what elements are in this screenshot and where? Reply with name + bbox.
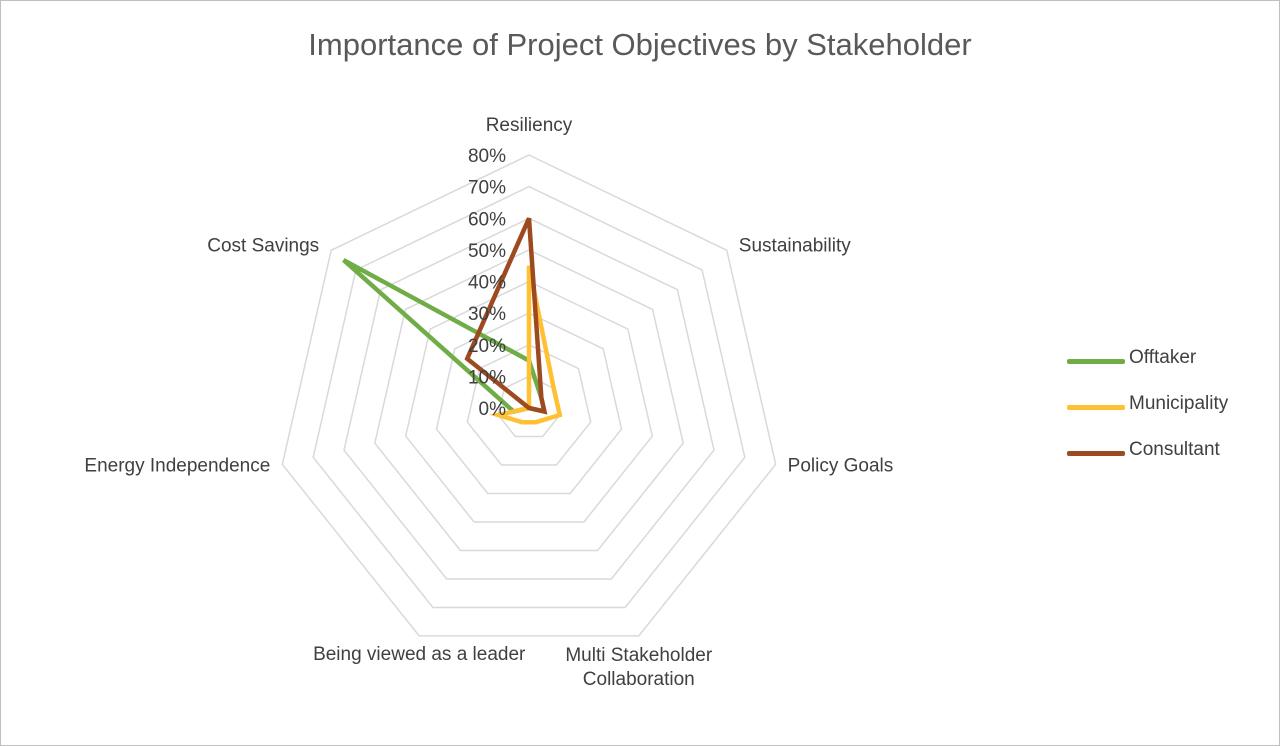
legend-label: Municipality bbox=[1129, 393, 1229, 414]
r-tick-label: 40% bbox=[468, 273, 506, 294]
r-tick-label: 30% bbox=[468, 304, 506, 325]
legend-swatch bbox=[1067, 405, 1125, 410]
category-label: Sustainability bbox=[739, 235, 851, 256]
category-label: Cost Savings bbox=[207, 235, 319, 256]
series-line-municipality bbox=[489, 265, 563, 425]
r-tick-label: 10% bbox=[468, 367, 506, 388]
r-tick-label: 80% bbox=[468, 146, 506, 167]
r-tick-label: 60% bbox=[468, 209, 506, 230]
r-tick-label: 70% bbox=[468, 178, 506, 199]
grid-ring bbox=[404, 280, 654, 523]
chart-title: Importance of Project Objectives by Stak… bbox=[308, 27, 972, 62]
category-label: Resiliency bbox=[486, 115, 573, 136]
legend-swatch bbox=[1067, 451, 1125, 456]
legend-label: Consultant bbox=[1129, 439, 1220, 460]
r-tick-label: 0% bbox=[479, 399, 507, 420]
grid-ring bbox=[373, 249, 685, 552]
category-label: Being viewed as a leader bbox=[313, 644, 526, 665]
r-tick-label: 50% bbox=[468, 241, 506, 262]
r-tick-label: 20% bbox=[468, 336, 506, 357]
grid-ring bbox=[312, 185, 746, 609]
series-line-consultant bbox=[464, 217, 548, 415]
category-label: Policy Goals bbox=[788, 455, 894, 476]
grid-ring bbox=[281, 154, 777, 637]
series-line-offtaker bbox=[342, 258, 548, 415]
grid-ring bbox=[343, 217, 715, 580]
legend-label: Offtaker bbox=[1129, 347, 1197, 368]
category-label: Energy Independence bbox=[84, 455, 270, 476]
grid-ring bbox=[435, 312, 623, 495]
legend-swatch bbox=[1067, 359, 1125, 364]
category-label: Multi Stakeholder Collaboration bbox=[565, 645, 712, 690]
